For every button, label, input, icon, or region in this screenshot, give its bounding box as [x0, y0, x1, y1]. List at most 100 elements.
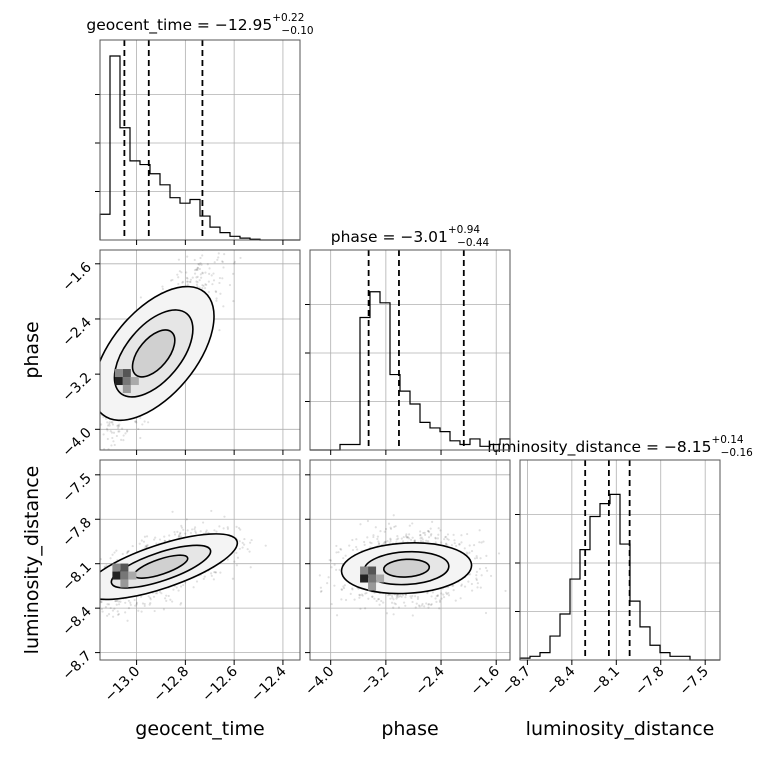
scatter-point: [120, 438, 123, 441]
scatter-point: [201, 254, 204, 257]
scatter-point: [165, 599, 168, 602]
scatter-point: [436, 594, 439, 598]
y-tick-label: −8.7: [59, 648, 94, 683]
scatter-point: [417, 604, 421, 607]
density-bin: [114, 377, 123, 386]
scatter-point: [163, 539, 166, 542]
scatter-point: [427, 606, 430, 609]
scatter-point: [445, 592, 449, 596]
scatter-point: [221, 277, 224, 280]
scatter-point: [172, 588, 175, 591]
scatter-point: [51, 450, 53, 452]
scatter-point: [419, 537, 422, 540]
scatter-point: [367, 597, 370, 600]
scatter-point: [236, 556, 240, 559]
scatter-point: [94, 396, 96, 398]
scatter-point: [143, 535, 147, 538]
scatter-point: [427, 540, 430, 543]
ylabel-phase: phase: [21, 321, 43, 378]
scatter-point: [195, 283, 199, 286]
density-bin: [122, 377, 131, 386]
scatter-point: [147, 595, 150, 598]
scatter-point: [89, 419, 91, 421]
scatter-point: [413, 539, 416, 542]
scatter-point: [377, 540, 380, 543]
scatter-point: [425, 539, 428, 542]
scatter-point: [419, 539, 423, 543]
scatter-point: [115, 603, 118, 606]
scatter-point: [475, 577, 478, 580]
scatter-point: [335, 614, 339, 617]
scatter-point: [359, 607, 362, 610]
scatter-point: [55, 622, 57, 624]
scatter-point: [419, 534, 422, 537]
y-axis-phase: −4.0 −3.2 −2.4 −1.6: [59, 259, 100, 460]
scatter-point: [359, 523, 362, 526]
scatter-point: [243, 537, 246, 541]
scatter-point: [199, 273, 202, 276]
scatter-point: [103, 447, 106, 450]
scatter-point: [195, 276, 198, 279]
scatter-point: [337, 551, 340, 554]
density-bin: [376, 574, 385, 583]
scatter-point: [429, 527, 432, 530]
scatter-point: [186, 277, 189, 280]
scatter-point: [486, 569, 489, 572]
scatter-point: [196, 280, 199, 284]
scatter-point: [442, 593, 445, 596]
scatter-point: [241, 546, 244, 549]
scatter-point: [106, 421, 109, 424]
scatter-point: [431, 520, 434, 523]
scatter-point: [446, 537, 449, 540]
scatter-point: [188, 280, 192, 283]
scatter-point: [460, 534, 463, 537]
scatter-point: [484, 611, 488, 615]
scatter-point: [106, 424, 110, 427]
scatter-point: [97, 589, 99, 591]
scatter-point: [453, 539, 456, 542]
title-prefix: geocent_time =: [86, 16, 214, 35]
scatter-point: [213, 261, 216, 264]
density-bin: [368, 582, 377, 591]
scatter-point: [212, 272, 215, 275]
scatter-point: [360, 593, 364, 596]
scatter-point: [401, 594, 405, 597]
scatter-point: [393, 602, 396, 605]
scatter-point: [100, 423, 103, 426]
scatter-point: [340, 588, 343, 591]
scatter-point: [476, 582, 479, 585]
scatter-point: [113, 443, 116, 447]
scatter-point: [196, 266, 199, 269]
scatter-point: [80, 465, 82, 467]
scatter-point: [203, 575, 206, 578]
scatter-point: [436, 594, 439, 597]
scatter-point: [405, 533, 408, 536]
scatter-point: [206, 263, 209, 266]
scatter-point: [135, 601, 139, 604]
scatter-point: [103, 565, 106, 568]
scatter-point: [390, 594, 394, 598]
x-tick-label: −12.4: [248, 663, 290, 705]
scatter-point: [384, 540, 387, 543]
scatter-point: [442, 596, 446, 599]
x-tick-label: −4.0: [302, 664, 337, 699]
scatter-point: [430, 595, 433, 598]
scatter-point: [87, 459, 89, 461]
scatter-point: [112, 431, 116, 434]
scatter-point: [94, 449, 96, 451]
scatter-point: [196, 267, 199, 270]
scatter-point: [97, 435, 99, 437]
scatter-point: [378, 603, 381, 606]
scatter-point: [452, 533, 455, 536]
scatter-point: [329, 559, 333, 562]
histogram-luminosity_distance: [515, 459, 721, 661]
scatter-point: [489, 574, 493, 578]
scatter-point: [85, 410, 87, 412]
scatter-point: [192, 586, 195, 589]
scatter-point: [478, 529, 481, 532]
scatter-point: [178, 534, 181, 537]
scatter-point: [466, 532, 469, 536]
density-contour: [131, 329, 176, 378]
scatter-point: [181, 281, 184, 284]
scatter-point: [201, 272, 204, 275]
